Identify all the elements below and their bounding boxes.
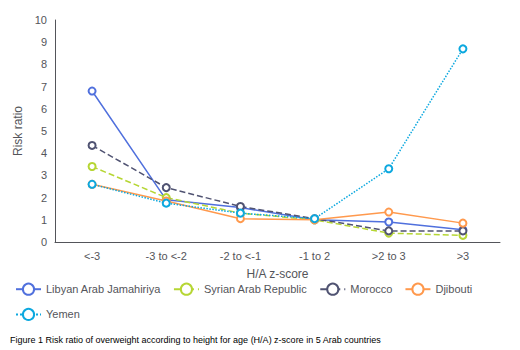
- svg-text:7: 7: [41, 81, 47, 93]
- svg-text:Morocco: Morocco: [350, 283, 392, 295]
- svg-text:Yemen: Yemen: [46, 308, 80, 320]
- svg-text:-1 to 2: -1 to 2: [299, 250, 330, 262]
- svg-text:Figure 1 Risk ratio of overwei: Figure 1 Risk ratio of overweight accord…: [10, 335, 381, 345]
- svg-text:8: 8: [41, 58, 47, 70]
- svg-text:Risk ratio: Risk ratio: [11, 106, 25, 156]
- svg-text:<-3: <-3: [84, 250, 100, 262]
- svg-text:5: 5: [41, 125, 47, 137]
- svg-text:0: 0: [41, 236, 47, 248]
- svg-text:6: 6: [41, 103, 47, 115]
- svg-text:-3 to <-2: -3 to <-2: [146, 250, 187, 262]
- svg-text:3: 3: [41, 169, 47, 181]
- svg-text:H/A z-score: H/A z-score: [246, 267, 308, 281]
- svg-text:>2 to 3: >2 to 3: [372, 250, 406, 262]
- svg-text:>3: >3: [457, 250, 470, 262]
- svg-text:10: 10: [35, 14, 47, 26]
- svg-text:2: 2: [41, 192, 47, 204]
- svg-text:Libyan Arab Jamahiriya: Libyan Arab Jamahiriya: [46, 283, 161, 295]
- svg-text:9: 9: [41, 36, 47, 48]
- svg-text:Djibouti: Djibouti: [435, 283, 472, 295]
- svg-text:1: 1: [41, 214, 47, 226]
- svg-text:Syrian Arab Republic: Syrian Arab Republic: [204, 283, 307, 295]
- svg-text:4: 4: [41, 147, 47, 159]
- svg-text:-2 to <-1: -2 to <-1: [220, 250, 261, 262]
